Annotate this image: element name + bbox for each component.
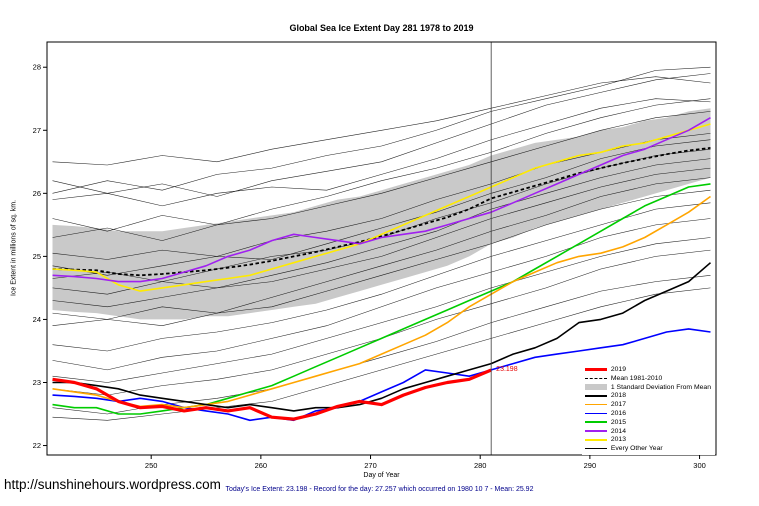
y-tick-label: 22 <box>33 441 41 450</box>
y-tick-label: 28 <box>33 63 41 72</box>
legend-label: 2018 <box>610 392 626 400</box>
legend-item-2019: 2019 <box>584 365 711 374</box>
legend-swatch-solid <box>584 430 607 432</box>
every-other-year-line <box>52 66 711 194</box>
x-tick-label: 300 <box>693 461 706 470</box>
every-other-year-line <box>52 287 711 421</box>
every-other-year-line <box>52 189 711 326</box>
legend-item-every-other-year: Every Other Year <box>584 444 711 453</box>
every-other-year-line <box>52 98 711 207</box>
plot-border <box>46 41 717 456</box>
legend-item-2013: 2013 <box>584 435 711 444</box>
y-tick-label: 25 <box>33 252 41 261</box>
legend-item-2017: 2017 <box>584 400 711 409</box>
series-line-2018 <box>52 262 712 412</box>
legend-label: 2013 <box>610 436 626 444</box>
footer-summary: Today's Ice Extent: 23.198 - Record for … <box>225 486 534 493</box>
every-other-year-line <box>52 177 711 320</box>
x-tick-label: 270 <box>364 461 377 470</box>
legend-item-2018: 2018 <box>584 391 711 400</box>
every-other-year-line <box>52 111 711 241</box>
x-tick-label: 260 <box>255 461 268 470</box>
every-other-year-line <box>52 76 711 166</box>
source-url: http://sunshinehours.wordpress.com <box>4 477 221 492</box>
series-line-2015 <box>52 183 711 415</box>
legend-swatch-solid <box>584 412 607 415</box>
legend-item-2014: 2014 <box>584 427 711 436</box>
legend-swatch-thin <box>584 448 607 449</box>
legend-item-2016: 2016 <box>584 409 711 418</box>
x-tick-label: 290 <box>584 461 597 470</box>
y-tick-label: 27 <box>33 126 41 135</box>
legend-label: 2015 <box>610 418 626 426</box>
every-other-year-line <box>52 98 711 232</box>
every-other-year-line <box>52 218 711 371</box>
legend-label: 2016 <box>610 409 626 417</box>
legend-swatch-thick <box>584 367 607 372</box>
legend-label: 1 Standard Deviation From Mean <box>610 383 711 391</box>
series-line-2019 <box>52 368 492 421</box>
legend-swatch-band <box>584 384 607 391</box>
series-line-2016 <box>52 328 711 422</box>
legend-swatch-solid <box>584 438 607 441</box>
x-tick-label: 280 <box>474 461 487 470</box>
x-axis-label: Day of Year <box>363 472 400 479</box>
legend-label: Every Other Year <box>610 445 663 453</box>
y-tick-label: 23 <box>33 378 41 387</box>
legend-label: Mean 1981-2010 <box>610 374 663 382</box>
legend-label: 2019 <box>610 365 626 373</box>
legend-item-2015: 2015 <box>584 418 711 427</box>
series-line-2013 <box>52 123 711 292</box>
every-other-year-line <box>52 237 711 383</box>
series-line-2017 <box>52 195 711 409</box>
y-tick-label: 24 <box>33 315 41 324</box>
std-dev-band <box>52 108 711 320</box>
series-line-2014 <box>52 117 711 283</box>
legend-item-1-standard-deviation-from-mean: 1 Standard Deviation From Mean <box>584 383 711 392</box>
legend-label: 2017 <box>610 401 626 409</box>
legend-label: 2014 <box>610 427 626 435</box>
y-tick-label: 26 <box>33 189 41 198</box>
every-other-year-line <box>52 73 711 197</box>
every-other-year-line <box>52 167 711 308</box>
x-tick-label: 250 <box>145 461 158 470</box>
legend: 2019 Mean 1981-2010 1 Standard Deviation F… <box>581 363 715 455</box>
legend-item-mean-1981-2010: Mean 1981-2010 <box>584 374 711 383</box>
every-other-year-line <box>52 202 711 352</box>
every-other-year-line <box>52 158 711 295</box>
current-value-annotation: 23.198 <box>496 366 518 373</box>
chart-title: Global Sea Ice Extent Day 281 1978 to 20… <box>289 23 474 33</box>
legend-swatch-solid <box>584 394 607 397</box>
mean-line <box>52 147 711 277</box>
legend-swatch-solid <box>584 421 607 424</box>
every-other-year-line <box>52 139 711 276</box>
legend-swatch-solid <box>584 403 607 406</box>
legend-swatch-dashed <box>584 377 607 379</box>
